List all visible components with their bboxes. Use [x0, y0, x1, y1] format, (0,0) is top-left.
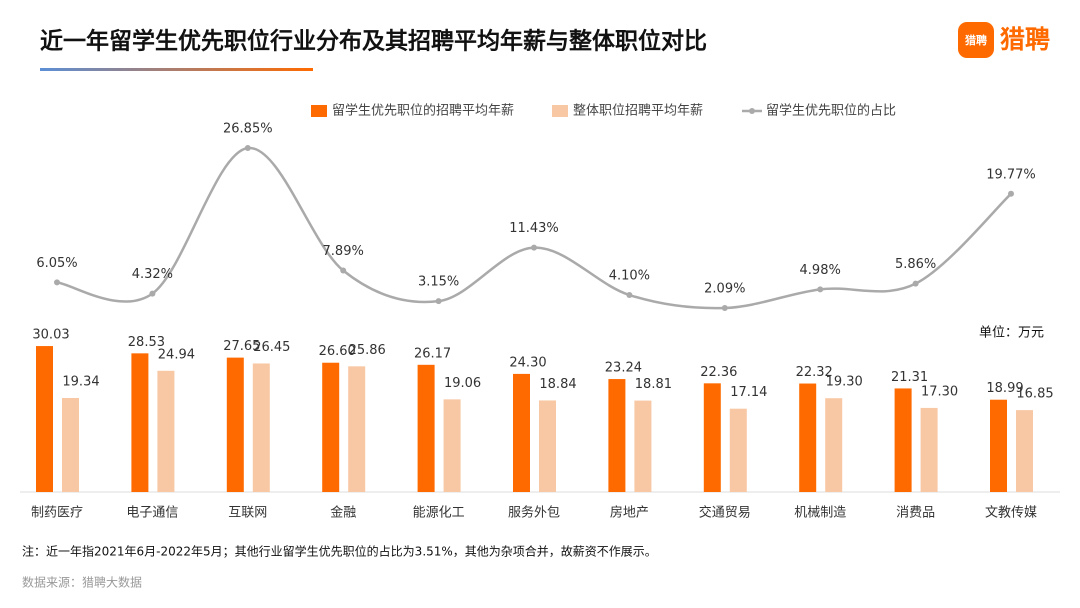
- legend-label: 留学生优先职位的招聘平均年薪: [332, 103, 514, 119]
- x-tick-label: 文教传媒: [985, 505, 1037, 521]
- bar: [443, 399, 461, 492]
- value-label: 26.85%: [223, 122, 273, 137]
- line-point: [1008, 190, 1014, 197]
- value-label: 17.30: [921, 384, 958, 399]
- x-tick-label: 电子通信: [126, 506, 178, 521]
- line-point: [721, 304, 728, 311]
- bar: [703, 383, 721, 492]
- unit-label: 单位：万元: [979, 326, 1044, 341]
- line-point: [435, 298, 442, 305]
- x-tick-label: 能源化工: [413, 506, 465, 521]
- bar: [348, 366, 366, 492]
- line-point: [626, 292, 633, 299]
- chart-title: 近一年留学生优先职位行业分布及其招聘平均年薪与整体职位对比: [40, 28, 707, 55]
- value-label: 4.10%: [609, 269, 650, 284]
- line-point: [149, 290, 156, 297]
- value-label: 21.31: [891, 370, 928, 385]
- value-label: 24.30: [509, 355, 546, 370]
- note: 注：近一年指2021年6月-2022年5月；其他行业留学生优先职位的占比为3.5…: [22, 544, 657, 559]
- value-label: 5.86%: [895, 257, 936, 272]
- bar: [729, 408, 747, 492]
- legend-swatch: [749, 108, 755, 114]
- bar: [62, 398, 79, 492]
- bar: [990, 399, 1007, 492]
- value-label: 3.15%: [418, 275, 459, 290]
- value-label: 4.98%: [800, 263, 841, 278]
- x-tick-label: 房地产: [610, 505, 649, 521]
- value-label: 19.30: [826, 375, 863, 390]
- legend-label: 留学生优先职位的占比: [766, 103, 896, 119]
- x-tick-label: 服务外包: [508, 505, 560, 521]
- value-label: 25.86: [349, 343, 386, 358]
- legend-swatch: [552, 105, 568, 117]
- x-tick-label: 互联网: [228, 506, 267, 521]
- value-label: 19.06: [444, 376, 481, 391]
- value-label: 24.94: [158, 347, 195, 362]
- value-label: 11.43%: [509, 221, 559, 236]
- value-label: 16.85: [1016, 387, 1053, 402]
- logo-icon-text: 猎聘: [965, 33, 987, 47]
- value-label: 27.65: [223, 339, 260, 354]
- value-label: 17.14: [730, 385, 767, 400]
- bar: [252, 363, 270, 492]
- bar: [825, 398, 843, 492]
- value-label: 19.77%: [986, 167, 1036, 182]
- legend-label: 整体职位招聘平均年薪: [573, 104, 703, 119]
- bar: [36, 346, 53, 492]
- line-point: [817, 286, 824, 293]
- x-tick-label: 消费品: [896, 506, 935, 521]
- line-point: [912, 280, 919, 287]
- bar: [226, 357, 244, 492]
- line: [56, 146, 1012, 310]
- value-label: 28.53: [128, 335, 165, 350]
- value-label: 22.32: [796, 365, 833, 380]
- bar: [322, 362, 340, 492]
- bar: [1016, 410, 1033, 492]
- x-tick-label: 金融: [330, 505, 356, 521]
- bar: [634, 400, 652, 492]
- x-tick-label: 机械制造: [794, 506, 846, 521]
- title-underline: [40, 68, 313, 71]
- value-label: 18.84: [539, 377, 576, 392]
- value-label: 4.32%: [132, 267, 173, 282]
- value-label: 23.24: [605, 361, 642, 376]
- bar: [894, 388, 912, 492]
- bar: [157, 370, 175, 492]
- value-label: 2.09%: [704, 281, 745, 296]
- line-point: [54, 279, 60, 286]
- bar: [131, 353, 149, 492]
- bar: [539, 400, 556, 492]
- brand: 猎聘: [1000, 25, 1050, 54]
- bar: [513, 373, 530, 492]
- bar: [417, 364, 435, 492]
- legend-swatch: [311, 105, 327, 117]
- value-label: 19.34: [62, 375, 99, 390]
- bar: [920, 407, 938, 492]
- value-label: 26.45: [253, 340, 290, 355]
- value-label: 26.60: [319, 344, 356, 359]
- value-label: 18.99: [986, 381, 1023, 396]
- logo-icon: [958, 22, 994, 58]
- value-label: 7.89%: [323, 244, 364, 259]
- bar: [799, 383, 817, 492]
- value-label: 18.81: [635, 377, 672, 392]
- value-label: 6.05%: [36, 256, 77, 271]
- value-label: 30.03: [32, 328, 69, 343]
- line-point: [244, 145, 251, 152]
- line-point: [340, 267, 347, 274]
- x-tick-label: 交通贸易: [699, 505, 751, 521]
- value-label: 22.36: [700, 365, 737, 380]
- line-point: [531, 244, 537, 251]
- x-tick-label: 制药医疗: [31, 506, 83, 521]
- source: 数据来源：猎聘大数据: [22, 575, 142, 590]
- bar: [608, 379, 626, 492]
- value-label: 26.17: [414, 346, 451, 361]
